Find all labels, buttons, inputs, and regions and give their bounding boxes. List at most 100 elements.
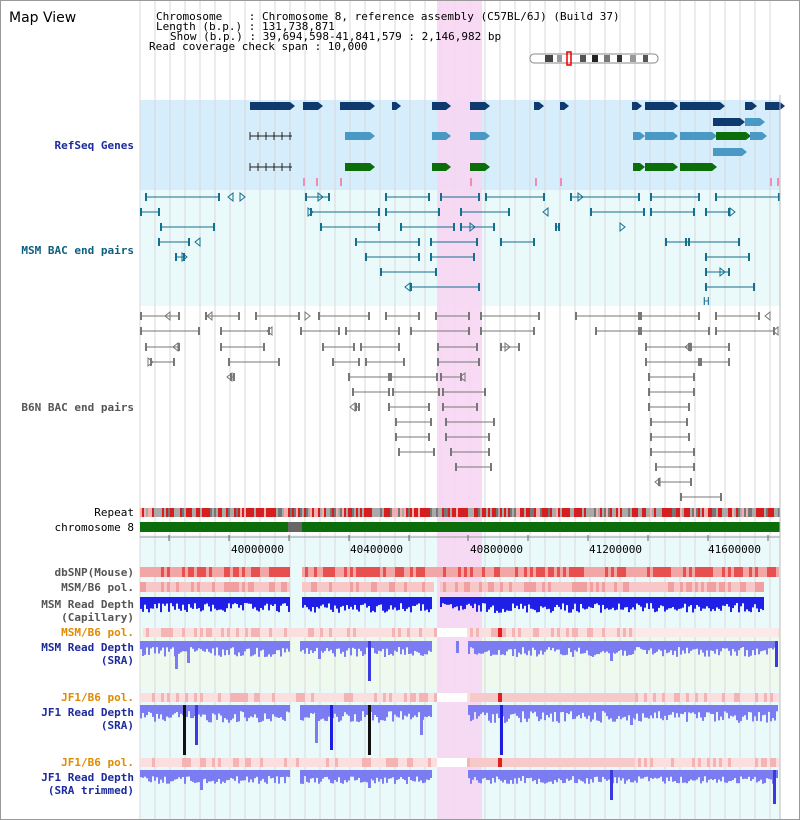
heat-cell (434, 693, 437, 702)
depth-spike (630, 705, 633, 725)
heat-cell (422, 582, 425, 592)
heat-cell (725, 693, 728, 702)
depth-bar (692, 705, 694, 713)
msm-bac-label[interactable]: MSM BAC end pairs (21, 244, 134, 257)
heat-cell (197, 567, 200, 577)
depth-bar (754, 641, 756, 656)
heat-cell (743, 693, 746, 702)
depth-bar (638, 641, 640, 648)
depth-bar (546, 770, 548, 783)
heat-cell (212, 582, 215, 592)
depth-bar (556, 705, 558, 722)
heat-cell (776, 693, 779, 702)
gene-exon (432, 132, 446, 140)
depth-bar (416, 641, 418, 652)
depth-bar (496, 597, 498, 611)
repeat-mark (242, 508, 244, 517)
msm-read-depth-sra-label[interactable]: MSM Read Depth (41, 641, 134, 654)
b6n-bac-label[interactable]: B6N BAC end pairs (21, 401, 134, 414)
heat-cell (755, 567, 758, 577)
depth-bar (146, 641, 148, 648)
bac-end-left (655, 463, 657, 471)
gene-exon (765, 102, 780, 110)
heat-cell (623, 567, 626, 577)
bac-end-left (345, 327, 347, 335)
bac-end-left (645, 343, 647, 351)
heat-cell (431, 567, 434, 577)
depth-bar (272, 705, 274, 715)
heat-cell (650, 758, 653, 767)
gene-exon (680, 163, 712, 171)
repeat-mark (750, 508, 752, 517)
depth-bar (146, 705, 148, 716)
heat-cell (215, 567, 218, 577)
dbsnp-label[interactable]: dbSNP(Mouse) (54, 566, 134, 579)
jf1-b6-pol-2-label[interactable]: JF1/B6 pol. (61, 756, 134, 769)
bac-end-left (300, 327, 302, 335)
heat-cell (539, 628, 542, 637)
heat-cell (269, 758, 272, 767)
depth-bar (402, 641, 404, 650)
bac-end-right (460, 373, 462, 381)
depth-bar (574, 597, 576, 604)
heat-cell (692, 693, 695, 702)
refseq-genes-label[interactable]: RefSeq Genes (54, 139, 134, 152)
depth-bar (400, 770, 402, 778)
heat-cell (311, 582, 314, 592)
depth-bar (660, 641, 662, 651)
heat-cell (770, 567, 773, 577)
depth-bar (282, 770, 284, 777)
heat-cell (254, 567, 257, 577)
depth-bar (272, 770, 274, 778)
heat-cell (260, 582, 263, 592)
depth-bar (462, 597, 464, 610)
msm-read-depth-cap-label[interactable]: MSM Read Depth (41, 598, 134, 611)
jf1-b6-pol-label[interactable]: JF1/B6 pol. (61, 691, 134, 704)
heat-cell (728, 693, 731, 702)
depth-bar (666, 641, 668, 654)
depth-bar (560, 770, 562, 781)
jf1-read-depth-trim-label[interactable]: JF1 Read Depth (41, 771, 134, 784)
heat-cell (416, 628, 419, 637)
heat-cell (320, 628, 323, 637)
depth-bar (690, 705, 692, 714)
heat-cell (401, 582, 404, 592)
depth-bar (164, 597, 166, 606)
depth-bar (428, 705, 430, 716)
depth-bar (722, 597, 724, 606)
depth-bar (248, 770, 250, 783)
depth-bar (678, 641, 680, 648)
depth-bar (142, 597, 144, 612)
bac-end-right (558, 223, 560, 231)
heat-cell (659, 567, 662, 577)
repeat-mark (712, 508, 714, 517)
heat-cell (206, 758, 209, 767)
heat-cell (332, 567, 335, 577)
msm-b6-pol-sra-label[interactable]: MSM/B6 pol. (61, 626, 134, 639)
repeat-mark (510, 508, 512, 517)
depth-bar (504, 597, 506, 613)
heat-cell (356, 758, 359, 767)
heat-cell (452, 567, 455, 577)
bac-end-right (698, 193, 700, 201)
depth-bar (720, 597, 722, 611)
bac-end-left (658, 478, 660, 486)
depth-bar (156, 770, 158, 778)
msm-b6-pol-label[interactable]: MSM/B6 pol. (61, 581, 134, 594)
depth-bar (352, 705, 354, 722)
bac-end-left (648, 373, 650, 381)
depth-bar (710, 641, 712, 651)
depth-bar (168, 641, 170, 652)
jf1-read-depth-sra-label[interactable]: JF1 Read Depth (41, 706, 134, 719)
depth-bar (716, 597, 718, 608)
depth-bar (656, 641, 658, 652)
depth-bar (520, 597, 522, 604)
heat-cell (677, 567, 680, 577)
depth-bar (496, 705, 498, 714)
bac-end-left (205, 312, 207, 320)
depth-bar (398, 597, 400, 610)
repeat-mark (368, 508, 370, 517)
heat-cell (596, 582, 599, 592)
depth-bar (776, 770, 778, 779)
depth-bar (548, 770, 550, 782)
